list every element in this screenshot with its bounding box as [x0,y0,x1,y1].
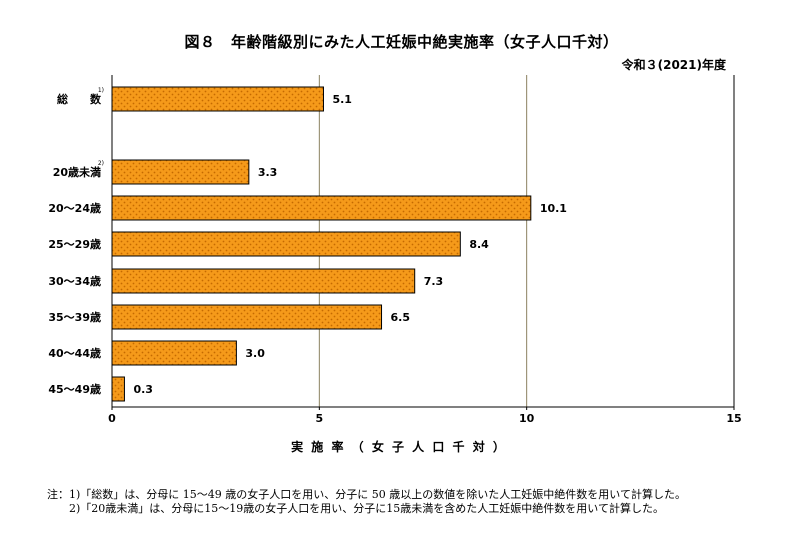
value-label-2: 10.1 [540,202,567,215]
bar-0 [111,86,324,112]
bar-3 [111,231,461,257]
value-label-4: 7.3 [424,275,444,288]
footnote-2-marker: 2) [47,502,81,515]
footnote-1-marker: 注：1) [47,488,81,501]
x-tick-label-1: 5 [316,412,324,425]
bar-5 [111,304,383,330]
footnote-2-text: 「20歳未満」は、分母に15～19歳の女子人口を用い、分子に15歳未満を含めた人… [80,502,664,515]
category-label-2: 20～24歳 [48,201,101,215]
bar-4 [111,268,416,294]
footnotes: 注：1) 「総数」は、分母に 15～49 歳の女子人口を用い、分子に 50 歳以… [47,488,767,516]
category-label-5: 35～39歳 [48,310,101,324]
value-label-6: 3.0 [245,347,265,360]
footnote-1: 注：1) 「総数」は、分母に 15～49 歳の女子人口を用い、分子に 50 歳以… [47,488,767,502]
bar-7 [111,376,125,402]
x-axis-title: 実 施 率 （ 女 子 人 口 千 対 ） [291,439,507,454]
bar-1 [111,159,250,185]
value-label-7: 0.3 [133,383,153,396]
value-label-3: 8.4 [469,238,489,251]
bar-2 [111,195,532,221]
x-tick-label-3: 15 [726,412,741,425]
value-label-1: 3.3 [258,166,278,179]
footnote-2: 2) 「20歳未満」は、分母に15～19歳の女子人口を用い、分子に15歳未満を含… [47,502,767,516]
category-label-7: 45～49歳 [48,382,101,396]
category-label-6: 40～44歳 [48,346,101,360]
value-label-5: 6.5 [391,311,411,324]
category-label-1: 20歳未満 [53,165,101,179]
category-label-0: 総 数 [57,92,102,106]
bars [111,86,532,402]
chart-title: 図８ 年齢階級別にみた人工妊娠中絶実施率（女子人口千対） [184,33,619,51]
category-label-3: 25～29歳 [48,237,101,251]
year-label: 令和３(2021)年度 [621,58,726,72]
x-tick-label-0: 0 [108,412,116,425]
x-tick-label-2: 10 [519,412,535,425]
footnote-1-text: 「総数」は、分母に 15～49 歳の女子人口を用い、分子に 50 歳以上の数値を… [80,488,686,501]
value-label-0: 5.1 [332,93,352,106]
category-superscript-0: 1) [98,87,104,94]
category-superscript-1: 2) [98,160,104,167]
category-label-4: 30～34歳 [48,274,101,288]
axes [111,75,735,410]
bar-6 [111,340,237,366]
